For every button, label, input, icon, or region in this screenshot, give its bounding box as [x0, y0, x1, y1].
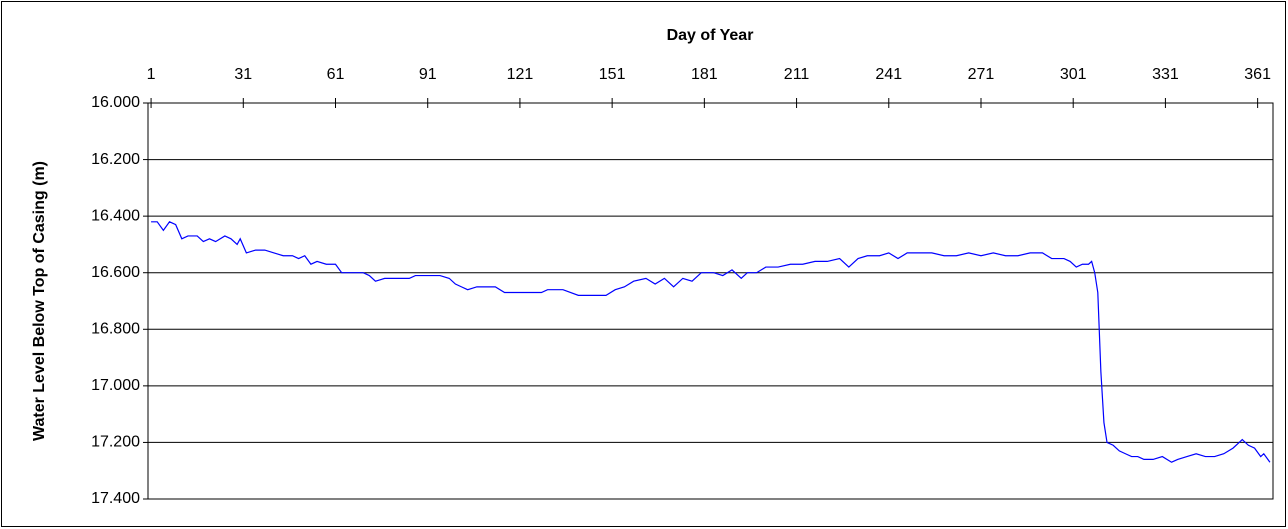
x-tick-label: 241 [875, 66, 902, 83]
y-tick-label: 16.800 [91, 321, 140, 338]
x-tick-label: 271 [968, 66, 995, 83]
data-line [151, 221, 1271, 463]
x-axis-title: Day of Year [667, 27, 754, 44]
x-tick-label: 331 [1152, 66, 1179, 83]
x-tick-label: 91 [419, 66, 437, 83]
y-tick-label: 16.600 [91, 264, 140, 281]
x-tick-label: 181 [691, 66, 718, 83]
x-tick-label: 361 [1244, 66, 1271, 83]
x-tick-label: 151 [599, 66, 626, 83]
y-tick-label: 17.200 [91, 434, 140, 451]
plot-area [147, 102, 1274, 500]
y-tick-label: 17.400 [91, 490, 140, 507]
x-tick-label: 31 [234, 66, 252, 83]
y-tick-label: 16.000 [91, 94, 140, 111]
x-tick-label: 301 [1060, 66, 1087, 83]
x-tick-label: 1 [147, 66, 156, 83]
y-axis-title: Water Level Below Top of Casing (m) [31, 161, 48, 441]
y-tick-label: 16.400 [91, 207, 140, 224]
y-tick-label: 16.200 [91, 151, 140, 168]
x-tick-label: 121 [507, 66, 534, 83]
x-tick-label: 61 [327, 66, 345, 83]
x-tick-label: 211 [784, 66, 810, 83]
y-tick-label: 17.000 [91, 377, 140, 394]
